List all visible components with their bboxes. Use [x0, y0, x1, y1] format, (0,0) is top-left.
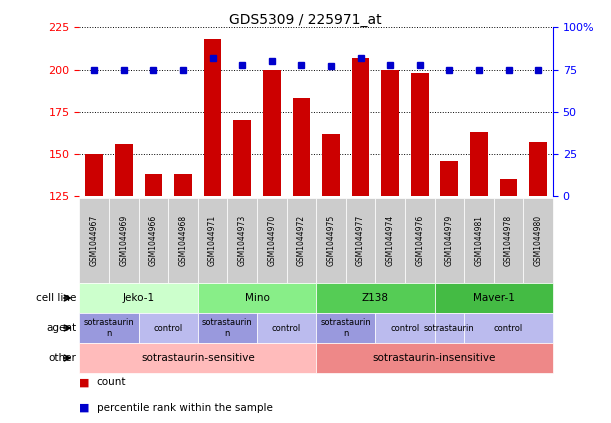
- Bar: [174, 174, 192, 196]
- Bar: [352, 58, 370, 196]
- Text: GSM1044970: GSM1044970: [267, 215, 276, 266]
- Bar: [381, 70, 399, 196]
- Text: percentile rank within the sample: percentile rank within the sample: [97, 403, 273, 412]
- Text: sotrastaurin
n: sotrastaurin n: [202, 318, 253, 338]
- Bar: [263, 70, 280, 196]
- Text: GSM1044967: GSM1044967: [90, 215, 99, 266]
- Text: Mino: Mino: [244, 293, 269, 303]
- Text: control: control: [272, 324, 301, 332]
- Text: GSM1044973: GSM1044973: [238, 215, 247, 266]
- Bar: [322, 134, 340, 196]
- Text: ■: ■: [79, 403, 90, 412]
- Bar: [411, 73, 429, 196]
- Text: GSM1044976: GSM1044976: [415, 215, 424, 266]
- Text: ■: ■: [79, 377, 90, 387]
- Text: count: count: [97, 377, 126, 387]
- Bar: [470, 132, 488, 196]
- Text: GDS5309 / 225971_at: GDS5309 / 225971_at: [229, 13, 382, 27]
- Bar: [441, 160, 458, 196]
- Text: GSM1044966: GSM1044966: [149, 215, 158, 266]
- Text: other: other: [48, 353, 76, 363]
- Text: Z138: Z138: [362, 293, 389, 303]
- Text: cell line: cell line: [36, 293, 76, 303]
- Text: sotrastaurin
n: sotrastaurin n: [84, 318, 134, 338]
- Text: GSM1044972: GSM1044972: [297, 215, 306, 266]
- Text: GSM1044977: GSM1044977: [356, 215, 365, 266]
- Text: control: control: [390, 324, 420, 332]
- Text: sotrastaurin-insensitive: sotrastaurin-insensitive: [373, 353, 496, 363]
- Text: sotrastaurin: sotrastaurin: [424, 324, 475, 332]
- Text: GSM1044978: GSM1044978: [504, 215, 513, 266]
- Bar: [500, 179, 518, 196]
- Text: GSM1044974: GSM1044974: [386, 215, 395, 266]
- Text: control: control: [494, 324, 523, 332]
- Text: Maver-1: Maver-1: [473, 293, 514, 303]
- Text: GSM1044968: GSM1044968: [178, 215, 188, 266]
- Text: GSM1044975: GSM1044975: [326, 215, 335, 266]
- Text: GSM1044969: GSM1044969: [119, 215, 128, 266]
- Text: agent: agent: [46, 323, 76, 333]
- Bar: [115, 144, 133, 196]
- Text: Jeko-1: Jeko-1: [123, 293, 155, 303]
- Text: control: control: [153, 324, 183, 332]
- Bar: [86, 154, 103, 196]
- Text: GSM1044971: GSM1044971: [208, 215, 217, 266]
- Bar: [145, 174, 163, 196]
- Text: GSM1044979: GSM1044979: [445, 215, 454, 266]
- Bar: [529, 142, 547, 196]
- Bar: [293, 98, 310, 196]
- Bar: [233, 120, 251, 196]
- Text: GSM1044981: GSM1044981: [475, 215, 483, 266]
- Text: sotrastaurin
n: sotrastaurin n: [320, 318, 371, 338]
- Bar: [203, 39, 222, 196]
- Text: GSM1044980: GSM1044980: [533, 215, 543, 266]
- Text: sotrastaurin-sensitive: sotrastaurin-sensitive: [141, 353, 255, 363]
